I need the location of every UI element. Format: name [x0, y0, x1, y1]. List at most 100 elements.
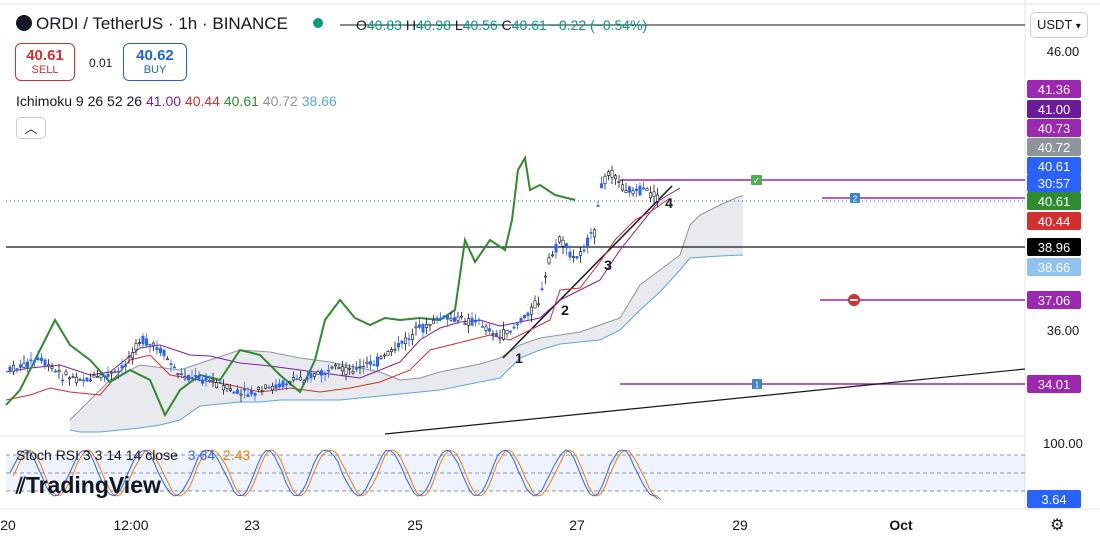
candle-28	[106, 366, 110, 383]
svg-text:3.64: 3.64	[1041, 492, 1066, 507]
symbol-title[interactable]: ORDI / TetherUS · 1h · BINANCE	[16, 14, 323, 34]
candle-21	[82, 374, 86, 387]
candle-body	[337, 367, 341, 369]
candle-25	[96, 369, 100, 378]
candle-98	[351, 364, 355, 375]
candle-185	[655, 187, 659, 208]
stoch-rsi-legend[interactable]: Stoch RSI 3 3 14 14 close 3.64 2.43	[16, 447, 251, 463]
candle-body	[435, 317, 439, 321]
candle-163	[578, 246, 582, 263]
candle-148	[526, 311, 530, 320]
candle-88	[316, 369, 320, 375]
candle-body	[491, 333, 495, 335]
candle-body	[316, 371, 320, 375]
candle-162	[575, 256, 579, 261]
ichimoku-value-3: 40.72	[258, 93, 298, 109]
candle-145	[515, 322, 519, 330]
candle-body	[281, 380, 285, 388]
collapse-legend-button[interactable]: ︿	[16, 117, 46, 139]
candle-body	[176, 373, 180, 375]
candle-body	[540, 288, 544, 291]
candle-body	[204, 375, 208, 381]
candle-body	[148, 343, 152, 346]
candle-97	[347, 364, 351, 375]
candle-body	[463, 323, 467, 325]
ichimoku-legend[interactable]: Ichimoku 9 26 52 26 41.00 40.44 40.61 40…	[16, 93, 337, 109]
candle-55	[201, 377, 205, 387]
candle-body	[155, 347, 159, 351]
candle-body	[400, 340, 404, 344]
candle-116	[414, 321, 418, 336]
candle-155	[550, 250, 554, 258]
ichimoku-value-0: 41.00	[145, 93, 182, 109]
candle-body	[326, 370, 330, 372]
candle-147	[522, 314, 526, 320]
candle-125	[445, 314, 449, 327]
candle-136	[484, 323, 488, 335]
candle-124	[442, 314, 446, 320]
ichimoku-span-a	[69, 195, 743, 421]
candle-87	[312, 372, 316, 380]
candle-body	[46, 364, 50, 367]
currency-selector[interactable]: USDT ▾	[1030, 12, 1088, 38]
candle-76	[274, 378, 278, 393]
candle-body	[372, 364, 376, 366]
wave-label-4: 4	[665, 195, 673, 211]
candle-body	[652, 191, 656, 197]
candle-body	[152, 342, 156, 347]
candle-body	[89, 379, 93, 382]
market-status-icon	[312, 18, 323, 28]
price-label-10: 37.06	[1027, 291, 1081, 309]
candle-body	[375, 356, 379, 367]
candle-106	[379, 354, 383, 361]
time-tick-4: 27	[569, 517, 585, 533]
candle-body	[194, 375, 198, 377]
candle-27	[103, 375, 107, 383]
candle-69	[250, 385, 254, 397]
candle-body	[340, 366, 344, 372]
candle-body	[466, 318, 470, 326]
price-label-9: 38.66	[1027, 258, 1081, 276]
candle-body	[288, 381, 292, 383]
candle-170	[603, 173, 607, 190]
candle-29	[110, 371, 114, 380]
candle-body	[291, 377, 295, 381]
candle-body	[71, 376, 75, 379]
candle-body	[575, 256, 579, 259]
candle-body	[250, 390, 254, 395]
candle-164	[582, 243, 586, 253]
stoch-k-line	[9, 449, 659, 500]
candle-173	[613, 173, 617, 185]
candle-body	[470, 317, 474, 326]
price-label-11: 34.01	[1027, 375, 1081, 393]
candle-95	[340, 360, 344, 377]
candle-body	[36, 357, 40, 360]
settings-icon[interactable]: ⚙	[1050, 517, 1065, 534]
candle-body	[92, 375, 96, 378]
candle-149	[529, 303, 533, 323]
candle-body	[585, 237, 589, 246]
candle-body	[645, 188, 649, 191]
candle-body	[494, 333, 498, 337]
sell-button[interactable]: 40.61 SELL	[15, 43, 75, 81]
alert-check-marker: ✓	[751, 175, 762, 187]
candle-9	[39, 353, 43, 364]
candle-body	[393, 348, 397, 351]
candle-body	[305, 377, 309, 380]
candle-body	[592, 229, 596, 238]
candle-body	[361, 365, 365, 368]
candle-body	[295, 378, 299, 381]
candle-body	[456, 316, 460, 321]
alert-marker-2: 2	[850, 193, 860, 204]
candle-body	[50, 366, 54, 369]
candle-121	[431, 314, 435, 324]
candle-39	[145, 333, 149, 347]
candle-body	[106, 373, 110, 378]
buy-button[interactable]: 40.62 BUY	[123, 43, 187, 81]
candle-117	[417, 318, 421, 330]
price-label-5: 30:57	[1027, 174, 1081, 192]
candle-180	[638, 182, 642, 197]
candle-74	[267, 384, 271, 389]
candle-body	[508, 330, 512, 333]
